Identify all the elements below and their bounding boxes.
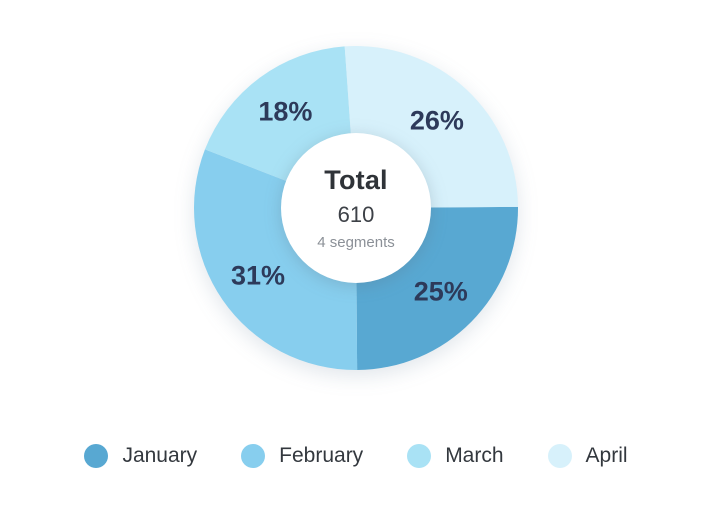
legend-label-april: April xyxy=(585,444,628,467)
legend-item-february[interactable]: February xyxy=(241,444,363,468)
legend-label-january: January xyxy=(122,444,198,467)
legend-dot-april xyxy=(547,444,572,468)
donut-hole xyxy=(281,133,431,283)
legend-item-march[interactable]: March xyxy=(407,444,504,468)
legend-dot-january xyxy=(84,444,109,468)
legend-dot-february xyxy=(241,444,266,468)
legend-dot-march xyxy=(407,444,432,468)
legend-label-february: February xyxy=(279,444,364,467)
legend-item-january[interactable]: January xyxy=(84,444,197,468)
chart-legend: January February March April xyxy=(0,444,712,468)
legend-label-march: March xyxy=(445,444,504,467)
legend-item-april[interactable]: April xyxy=(547,444,628,468)
